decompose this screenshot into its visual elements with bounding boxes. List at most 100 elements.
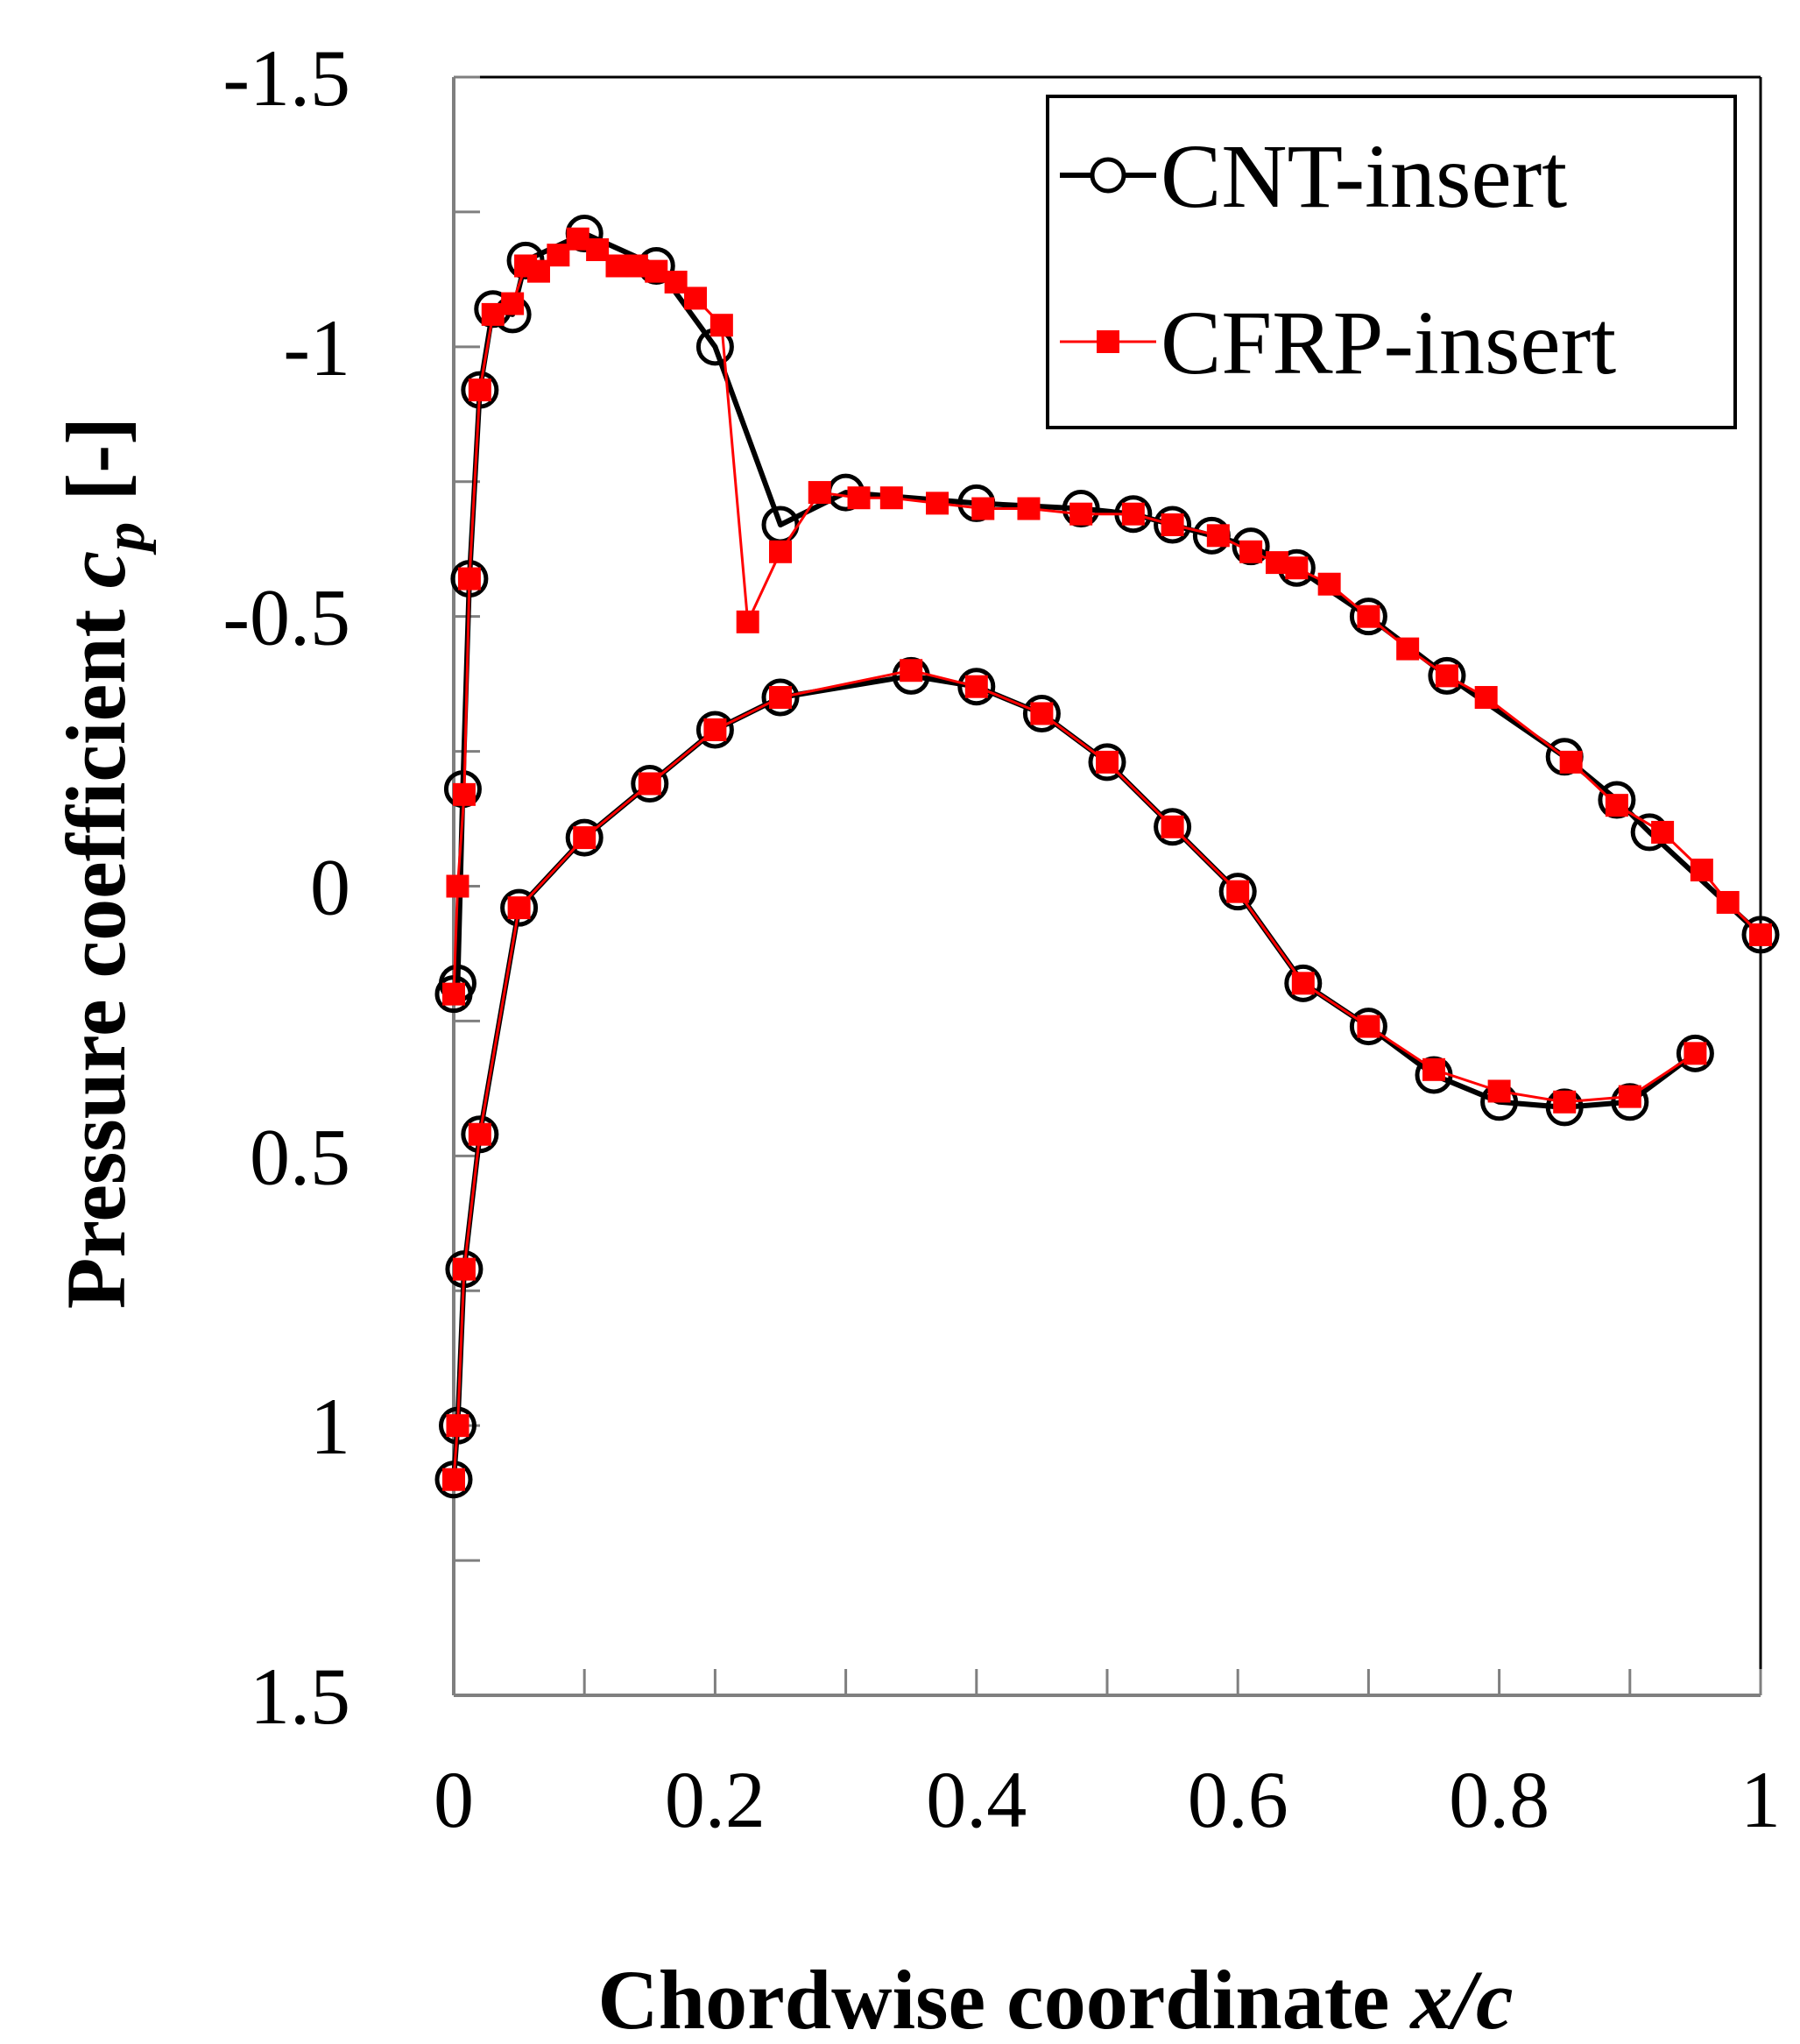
x-tick-label: 0 bbox=[434, 1755, 474, 1844]
cfrp-data-point bbox=[1206, 524, 1230, 548]
cfrp-data-point bbox=[769, 540, 792, 563]
cfrp-data-point bbox=[684, 286, 708, 310]
cfrp-data-point bbox=[547, 244, 570, 267]
cfrp-data-point bbox=[507, 896, 531, 920]
cfrp-data-point bbox=[481, 302, 505, 326]
cfrp-data-point bbox=[1618, 1085, 1641, 1108]
cnt-data-point bbox=[1741, 916, 1780, 954]
cfrp-data-point bbox=[625, 254, 648, 278]
legend-cfrp-label: CFRP-insert bbox=[1161, 293, 1616, 393]
cfrp-data-point bbox=[1690, 859, 1713, 882]
legend: CNT-insert CFRP-insert bbox=[1046, 95, 1737, 429]
cnt-data-point bbox=[761, 678, 800, 717]
cfrp-data-point bbox=[1030, 702, 1054, 725]
cnt-data-point bbox=[1349, 598, 1387, 636]
cfrp-data-point bbox=[442, 1468, 465, 1491]
y-tick-label: 1 bbox=[310, 1382, 350, 1471]
cfrp-data-point bbox=[1651, 820, 1675, 844]
cfrp-data-point bbox=[526, 259, 550, 283]
x-axis-title: Chordwise coordinate x/c bbox=[597, 1953, 1513, 2044]
cnt-data-point bbox=[631, 765, 669, 803]
cfrp-data-point bbox=[1285, 556, 1309, 580]
cfrp-data-point bbox=[645, 259, 668, 283]
legend-cnt-marker bbox=[1090, 157, 1126, 194]
x-tick-label: 0.6 bbox=[1188, 1755, 1288, 1844]
cfrp-data-point bbox=[709, 314, 733, 337]
cnt-data-point bbox=[1154, 808, 1192, 846]
cfrp-data-point bbox=[501, 292, 525, 315]
cfrp-data-point bbox=[1435, 664, 1458, 688]
cfrp-data-point bbox=[1684, 1042, 1707, 1065]
cfrp-data-point bbox=[638, 772, 661, 796]
cfrp-data-point bbox=[1559, 750, 1583, 774]
cnt-data-point bbox=[1154, 506, 1192, 544]
x-tick-label: 0.2 bbox=[665, 1755, 766, 1844]
cnt-data-point bbox=[957, 668, 996, 706]
x-tick-label: 0.4 bbox=[926, 1755, 1027, 1844]
cfrp-data-point bbox=[1553, 1090, 1577, 1114]
cfrp-data-point bbox=[1716, 890, 1740, 914]
cfrp-data-point bbox=[900, 659, 923, 683]
cnt-data-point bbox=[1218, 873, 1257, 911]
cnt-data-point bbox=[1022, 694, 1061, 732]
cfrp-data-point bbox=[964, 675, 988, 698]
cfrp-data-point bbox=[926, 492, 949, 515]
cfrp-data-point bbox=[971, 497, 995, 520]
y-axis-title: Pressure coefficient cp [-] bbox=[49, 417, 157, 1309]
cfrp-data-point bbox=[468, 378, 491, 402]
cfrp-data-point bbox=[1291, 972, 1315, 995]
cfrp-data-point bbox=[1605, 794, 1628, 817]
cfrp-data-point bbox=[1161, 513, 1184, 537]
cfrp-data-point bbox=[1121, 502, 1145, 526]
cfrp-data-point bbox=[736, 610, 759, 633]
cfrp-data-point bbox=[573, 826, 596, 850]
cfrp-data-point bbox=[879, 486, 903, 510]
legend-cnt-label: CNT-insert bbox=[1161, 126, 1567, 227]
x-tick-label: 0.8 bbox=[1449, 1755, 1549, 1844]
cnt-data-point bbox=[1676, 1034, 1714, 1072]
cnt-data-point bbox=[1284, 964, 1323, 1002]
cfrp-data-point bbox=[586, 238, 610, 262]
cfrp-data-point bbox=[1357, 1015, 1380, 1038]
cfrp-data-point bbox=[1096, 750, 1119, 774]
cfrp-data-point bbox=[1226, 880, 1250, 903]
cfrp-data-point bbox=[1239, 540, 1263, 563]
axis-ticks: -1.5 -1 -0.5 0 0.5 1 1.5 0 0.2 0.4 0.6 0.8 1 bbox=[222, 33, 1781, 1844]
cnt-data-point bbox=[1088, 743, 1126, 782]
cnt-data-point bbox=[500, 888, 539, 927]
cfrp-data-point bbox=[1396, 637, 1420, 661]
cfrp-data-point bbox=[442, 982, 465, 1006]
cnt-data-point bbox=[695, 711, 734, 749]
cfrp-data-point bbox=[452, 1257, 476, 1281]
cfrp-data-point bbox=[1017, 497, 1041, 520]
y-tick-label: -1 bbox=[283, 303, 350, 393]
cfrp-data-point bbox=[808, 481, 831, 505]
y-tick-label: -1.5 bbox=[222, 33, 350, 123]
cfrp-data-point bbox=[703, 718, 727, 741]
cfrp-data-point bbox=[1357, 605, 1380, 628]
legend-box bbox=[1046, 95, 1737, 429]
cfrp-data-point bbox=[468, 1122, 491, 1146]
cfrp-data-point bbox=[1422, 1057, 1445, 1081]
cnt-data-point bbox=[461, 1115, 499, 1154]
y-tick-label: -0.5 bbox=[222, 573, 350, 662]
cfrp-data-point bbox=[566, 227, 589, 251]
y-tick-label: 1.5 bbox=[250, 1651, 350, 1741]
cfrp-data-point bbox=[457, 567, 481, 591]
cnt-data-point bbox=[1428, 656, 1466, 695]
cfrp-pressure-line bbox=[452, 668, 1697, 1480]
cfrp-data-point bbox=[769, 686, 792, 710]
cfrp-data-point bbox=[1069, 502, 1093, 526]
cfrp-data-point bbox=[664, 270, 688, 294]
cnt-data-point bbox=[1349, 1008, 1387, 1046]
cfrp-data-point bbox=[1317, 572, 1341, 596]
cfrp-data-point bbox=[1487, 1079, 1511, 1103]
cfrp-data-point bbox=[1749, 923, 1772, 946]
y-tick-label: 0.5 bbox=[250, 1112, 350, 1201]
cfrp-data-point bbox=[452, 782, 476, 806]
cfrp-series bbox=[442, 227, 1772, 1491]
y-tick-label: 0 bbox=[310, 843, 350, 932]
cfrp-data-point bbox=[446, 1414, 469, 1438]
legend-cfrp-marker bbox=[1097, 330, 1119, 353]
